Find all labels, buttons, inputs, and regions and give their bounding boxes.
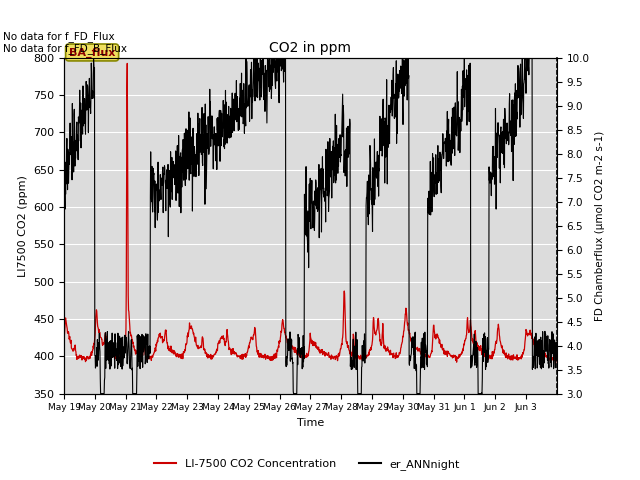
X-axis label: Time: Time (297, 418, 324, 428)
Text: BA_flux: BA_flux (69, 48, 115, 58)
Y-axis label: FD Chamberflux (μmol CO2 m-2 s-1): FD Chamberflux (μmol CO2 m-2 s-1) (595, 131, 605, 321)
Text: No data for f_FD_B_Flux: No data for f_FD_B_Flux (3, 43, 127, 54)
Y-axis label: LI7500 CO2 (ppm): LI7500 CO2 (ppm) (17, 175, 28, 276)
Legend: LI-7500 CO2 Concentration, er_ANNnight: LI-7500 CO2 Concentration, er_ANNnight (150, 455, 465, 474)
Text: No data for f_FD_Flux: No data for f_FD_Flux (3, 31, 115, 42)
Title: CO2 in ppm: CO2 in ppm (269, 41, 351, 55)
